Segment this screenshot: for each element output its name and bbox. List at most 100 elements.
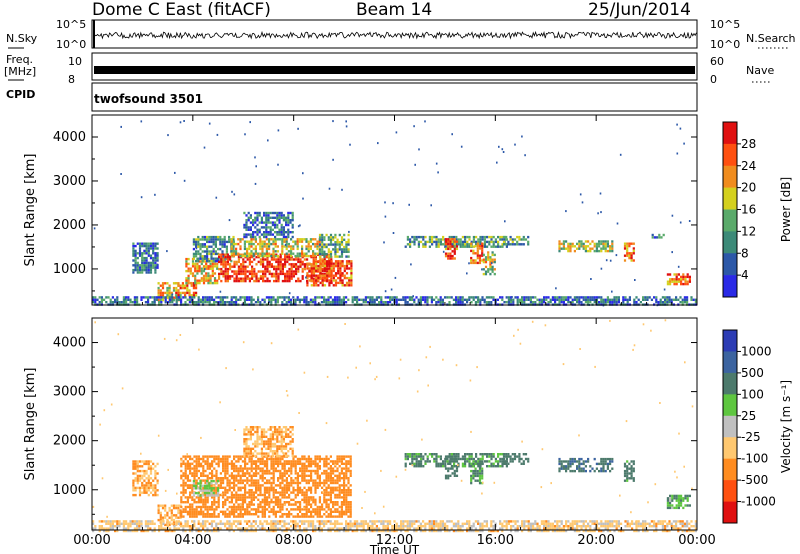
colorbar-tick-velocity-5: -100 bbox=[741, 452, 768, 466]
colorbar-swatch-power-7 bbox=[723, 275, 737, 298]
colorbar-swatch-velocity-0 bbox=[723, 330, 737, 352]
nsky-strip bbox=[91, 19, 698, 49]
data-region-power-14 bbox=[502, 235, 530, 246]
beam-label: Beam 14 bbox=[356, 0, 433, 20]
frame-velocity bbox=[91, 317, 698, 531]
colorbar-tick-power-1: 8 bbox=[741, 246, 749, 260]
colorbar-swatch-power-1 bbox=[723, 143, 737, 167]
y-tick-label-power-1: 2000 bbox=[53, 218, 86, 233]
data-region-power-9 bbox=[318, 233, 350, 258]
colorbar-tick-power-3: 16 bbox=[741, 203, 756, 217]
colorbar-swatch-velocity-4 bbox=[723, 415, 737, 438]
data-region-power-7 bbox=[243, 211, 294, 239]
colorbar-tick-power-5: 24 bbox=[741, 159, 756, 173]
program-name: twofsound 3501 bbox=[94, 92, 203, 106]
y-tick-label-power-3: 4000 bbox=[53, 130, 86, 145]
y-axis-label-power: Slant Range [km] bbox=[23, 154, 38, 267]
x-tick-label-3: 12:00 bbox=[376, 533, 413, 548]
freq-strip bbox=[91, 52, 698, 81]
x-tick-label-0: 00:00 bbox=[73, 533, 110, 548]
noise-power bbox=[93, 120, 691, 307]
panel-power bbox=[92, 120, 697, 307]
nsky-label: N.Sky bbox=[6, 32, 38, 45]
nave-tick-high: 60 bbox=[710, 55, 724, 68]
colorbar-tick-velocity-2: 100 bbox=[741, 387, 764, 401]
radar-title: Dome C East (fitACF) bbox=[92, 0, 271, 20]
nave-tick-low: 0 bbox=[710, 73, 717, 86]
data-region-velocity-9 bbox=[558, 457, 614, 473]
colorbar-swatch-velocity-1 bbox=[723, 351, 737, 374]
colorbar-tick-velocity-3: 25 bbox=[741, 409, 756, 423]
frame-power bbox=[91, 114, 698, 306]
x-tick-label-4: 16:00 bbox=[477, 533, 514, 548]
panel-velocity bbox=[92, 319, 697, 533]
freq-tick-high: 10 bbox=[68, 55, 82, 68]
colorbar-label-velocity: Velocity [m s⁻¹] bbox=[779, 380, 793, 473]
freq-band bbox=[94, 66, 695, 74]
data-region-power-13 bbox=[482, 251, 496, 276]
y-tick-label-velocity-2: 3000 bbox=[53, 385, 86, 400]
y-tick-label-velocity-0: 1000 bbox=[53, 483, 86, 498]
freq-label-line2: [MHz] bbox=[4, 65, 37, 78]
noise-velocity bbox=[92, 319, 694, 530]
colorbar-tick-velocity-6: -500 bbox=[741, 473, 768, 487]
colorbar-swatch-power-5 bbox=[723, 231, 737, 254]
cpid-label: CPID bbox=[6, 88, 36, 101]
x-tick-label-2: 08:00 bbox=[275, 533, 312, 548]
data-region-velocity-10 bbox=[623, 460, 635, 482]
colorbar-tick-velocity-4: -25 bbox=[741, 430, 761, 444]
y-axis-label-velocity: Slant Range [km] bbox=[23, 368, 38, 481]
nsky-tick-low: 10^0 bbox=[56, 38, 87, 51]
colorbar-label-power: Power [dB] bbox=[779, 177, 793, 242]
y-tick-label-power-0: 1000 bbox=[53, 262, 86, 277]
colorbar-swatch-velocity-6 bbox=[723, 458, 737, 481]
data-region-velocity-3 bbox=[243, 426, 294, 458]
colorbar-swatch-power-6 bbox=[723, 253, 737, 276]
data-region-velocity-0 bbox=[132, 460, 159, 497]
data-region-power-2 bbox=[175, 282, 198, 297]
data-region-velocity-8 bbox=[502, 453, 530, 465]
freq-tick-low: 8 bbox=[68, 73, 75, 86]
data-region-power-6 bbox=[230, 238, 321, 258]
date-label: 25/Jun/2014 bbox=[588, 0, 691, 20]
data-region-power-18 bbox=[666, 273, 691, 286]
colorbar-swatch-power-0 bbox=[723, 122, 737, 145]
colorbar-swatch-velocity-7 bbox=[723, 480, 737, 502]
nsky-tick-high: 10^5 bbox=[56, 18, 87, 31]
data-region-power-11 bbox=[444, 238, 459, 260]
colorbar-tick-power-0: 4 bbox=[741, 268, 749, 282]
x-tick-label-6: 00:00 bbox=[678, 533, 715, 548]
data-region-velocity-2 bbox=[180, 455, 352, 518]
colorbar-tick-velocity-0: 1000 bbox=[741, 344, 772, 358]
data-region-power-15 bbox=[558, 240, 614, 253]
colorbar-tick-power-2: 12 bbox=[741, 224, 756, 238]
y-tick-label-velocity-3: 4000 bbox=[53, 336, 86, 351]
data-region-power-16 bbox=[623, 242, 635, 262]
colorbar-tick-power-4: 20 bbox=[741, 181, 756, 195]
data-region-velocity-4 bbox=[192, 479, 220, 497]
nsearch-tick-high: 10^5 bbox=[710, 18, 741, 31]
data-region-velocity-7 bbox=[470, 460, 484, 485]
data-region-power-17 bbox=[651, 233, 665, 239]
data-region-power-8 bbox=[306, 260, 353, 287]
data-region-velocity-6 bbox=[444, 455, 459, 480]
data-region-power-0 bbox=[132, 242, 159, 274]
colorbar-tick-velocity-1: 500 bbox=[741, 366, 764, 380]
y-tick-label-power-2: 3000 bbox=[53, 174, 86, 189]
colorbar-velocity bbox=[722, 329, 738, 524]
freq-label-line1: Freq. bbox=[6, 53, 34, 66]
nsearch-tick-low: 10^0 bbox=[710, 38, 741, 51]
colorbar-tick-velocity-7: -1000 bbox=[741, 495, 776, 509]
nave-label: Nave bbox=[746, 64, 775, 77]
colorbar-swatch-velocity-8 bbox=[723, 501, 737, 524]
nsky-trace bbox=[93, 30, 697, 40]
x-tick-label-1: 04:00 bbox=[174, 533, 211, 548]
y-tick-label-velocity-1: 2000 bbox=[53, 434, 86, 449]
x-axis-label: Time UT bbox=[369, 543, 420, 554]
cpid-strip bbox=[91, 82, 698, 112]
colorbar-swatch-power-2 bbox=[723, 165, 737, 188]
colorbar-power bbox=[722, 121, 738, 298]
x-tick-label-5: 20:00 bbox=[577, 533, 614, 548]
colorbar-tick-power-6: 28 bbox=[741, 137, 756, 151]
